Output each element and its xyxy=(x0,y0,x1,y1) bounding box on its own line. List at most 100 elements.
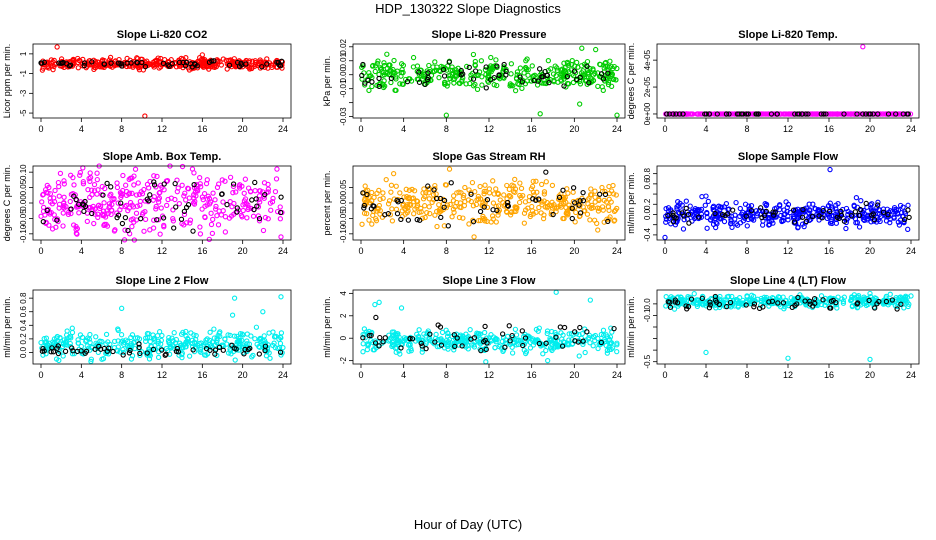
data-point xyxy=(472,189,478,195)
data-point xyxy=(738,211,745,217)
black-point xyxy=(370,203,376,209)
data-point xyxy=(103,221,109,228)
data-point xyxy=(444,83,450,89)
data-point xyxy=(495,212,501,218)
data-point xyxy=(40,192,46,198)
black-point xyxy=(889,297,895,303)
data-point xyxy=(463,81,469,87)
data-point xyxy=(905,303,911,310)
data-point xyxy=(91,220,97,227)
data-point xyxy=(473,201,480,208)
data-point xyxy=(721,218,728,225)
black-point xyxy=(376,343,382,349)
black-point xyxy=(224,201,230,208)
x-tick-label: 24 xyxy=(612,370,622,380)
data-point xyxy=(203,180,210,187)
data-point xyxy=(389,218,396,224)
data-point xyxy=(603,332,609,338)
black-point xyxy=(448,180,454,186)
data-point xyxy=(433,208,440,215)
data-point xyxy=(126,191,132,197)
data-point xyxy=(115,200,121,206)
black-point xyxy=(41,348,47,354)
x-tick-label: 0 xyxy=(38,246,43,256)
black-point xyxy=(560,187,566,193)
black-point xyxy=(83,348,90,354)
data-point xyxy=(209,230,216,237)
black-point xyxy=(730,207,736,213)
y-tick-label: -0.5 xyxy=(643,354,652,368)
data-point xyxy=(605,81,612,88)
data-point xyxy=(433,331,439,338)
black-point xyxy=(458,72,464,78)
black-point xyxy=(584,329,590,335)
black-point xyxy=(775,300,781,306)
data-point xyxy=(87,170,93,176)
data-point xyxy=(75,65,81,71)
data-point xyxy=(908,293,914,299)
data-point xyxy=(450,70,456,76)
data-point xyxy=(851,202,857,208)
data-point xyxy=(529,203,535,210)
data-point xyxy=(430,192,437,198)
data-point xyxy=(806,201,812,207)
data-point xyxy=(785,217,791,223)
data-point xyxy=(875,199,881,205)
x-tick-label: 8 xyxy=(744,246,749,256)
black-point xyxy=(245,346,251,353)
black-point xyxy=(502,344,508,350)
x-tick-label: 8 xyxy=(444,246,449,256)
data-point xyxy=(71,182,77,188)
data-point xyxy=(91,188,98,194)
data-point xyxy=(736,294,743,301)
black-point xyxy=(605,218,611,225)
data-point xyxy=(63,338,69,344)
data-point xyxy=(222,178,228,184)
data-point xyxy=(197,174,203,181)
black-point xyxy=(539,74,545,80)
data-point xyxy=(558,71,564,77)
data-point xyxy=(833,206,839,212)
data-point xyxy=(136,336,143,342)
outlier-point xyxy=(376,299,382,305)
data-point xyxy=(393,183,399,189)
y-tick-label: 0.00 xyxy=(339,66,348,82)
data-point xyxy=(504,209,510,215)
data-point xyxy=(447,201,453,208)
black-point xyxy=(366,332,372,339)
outlier-point xyxy=(278,234,284,240)
outlier-point xyxy=(443,112,449,118)
data-point xyxy=(492,345,498,351)
data-point xyxy=(597,61,603,67)
x-tick-label: 16 xyxy=(527,370,537,380)
black-point xyxy=(278,58,285,64)
x-tick-label: 0 xyxy=(38,124,43,134)
data-point xyxy=(590,67,596,73)
data-point xyxy=(827,220,834,226)
black-point xyxy=(803,111,809,117)
data-point xyxy=(372,68,378,75)
black-point xyxy=(557,324,563,330)
black-point xyxy=(768,111,775,117)
black-point xyxy=(667,304,674,310)
data-point xyxy=(806,217,813,224)
data-point xyxy=(491,82,497,88)
black-point xyxy=(725,211,731,217)
data-point xyxy=(44,59,50,65)
data-point xyxy=(422,203,428,209)
data-point xyxy=(761,294,767,300)
data-point xyxy=(254,341,260,347)
data-point xyxy=(142,338,149,344)
data-point xyxy=(158,337,165,344)
data-point xyxy=(222,336,228,342)
data-point xyxy=(705,198,712,205)
data-point xyxy=(71,222,77,228)
y-tick-label: -0.10 xyxy=(19,224,28,243)
black-point xyxy=(577,74,583,81)
black-point xyxy=(577,210,584,216)
data-point xyxy=(861,294,867,300)
black-point xyxy=(206,59,213,65)
data-point xyxy=(470,51,477,58)
x-tick-label: 0 xyxy=(358,370,363,380)
points-group xyxy=(38,294,286,365)
